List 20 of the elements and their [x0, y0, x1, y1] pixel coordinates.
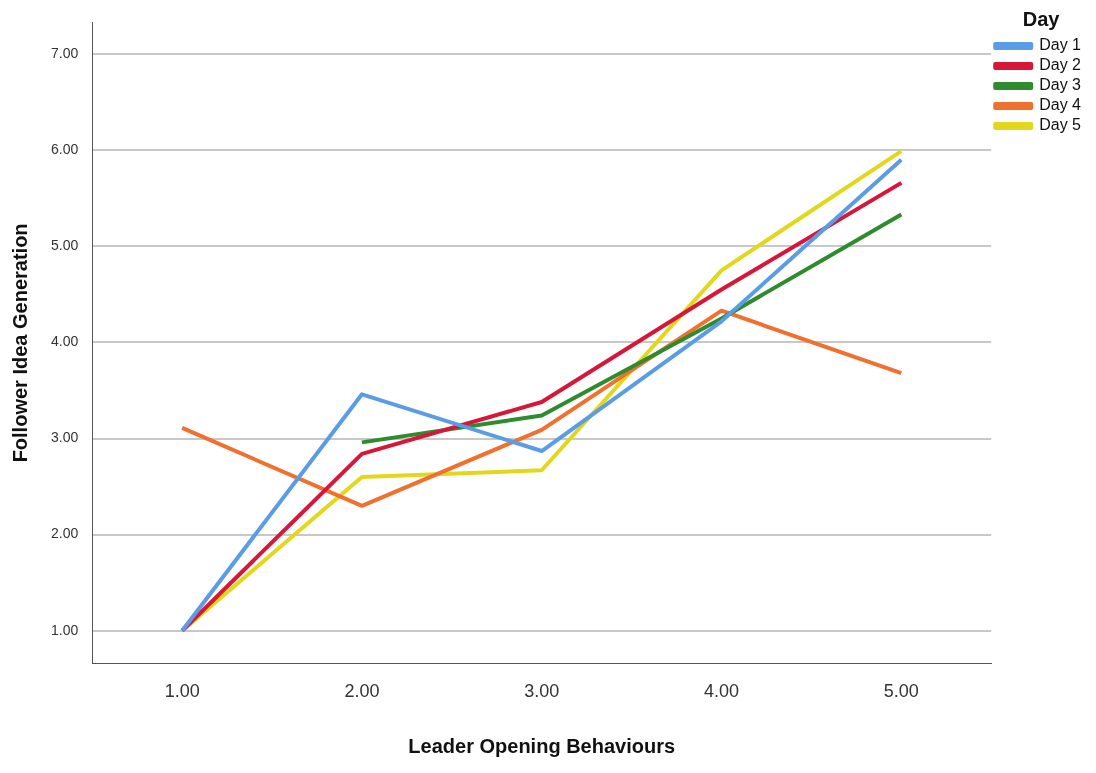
y-tick-label: 7.00 [51, 44, 79, 61]
legend-label: Day 4 [1039, 96, 1082, 114]
legend-label: Day 1 [1039, 36, 1082, 54]
x-tick-label: 4.00 [703, 681, 740, 702]
y-tick-label: 6.00 [51, 141, 79, 158]
x-tick-label: 5.00 [883, 681, 919, 702]
x-tick-label: 2.00 [344, 681, 380, 702]
x-axis-title: Leader Opening Behaviours [408, 734, 676, 757]
y-tick-label: 2.00 [51, 525, 79, 542]
legend-label: Day 5 [1039, 116, 1082, 134]
y-tick-label: 4.00 [51, 333, 79, 350]
y-tick-label: 3.00 [51, 429, 79, 446]
x-tick-label: 1.00 [164, 681, 200, 702]
y-tick-label: 1.00 [51, 621, 79, 638]
y-tick-label: 5.00 [51, 237, 79, 254]
legend-label: Day 2 [1039, 56, 1082, 74]
y-axis-title: Follower Idea Generation [8, 223, 31, 463]
x-tick-label: 3.00 [524, 681, 560, 702]
legend-label: Day 3 [1039, 76, 1082, 94]
legend-title: Day [1022, 7, 1061, 30]
